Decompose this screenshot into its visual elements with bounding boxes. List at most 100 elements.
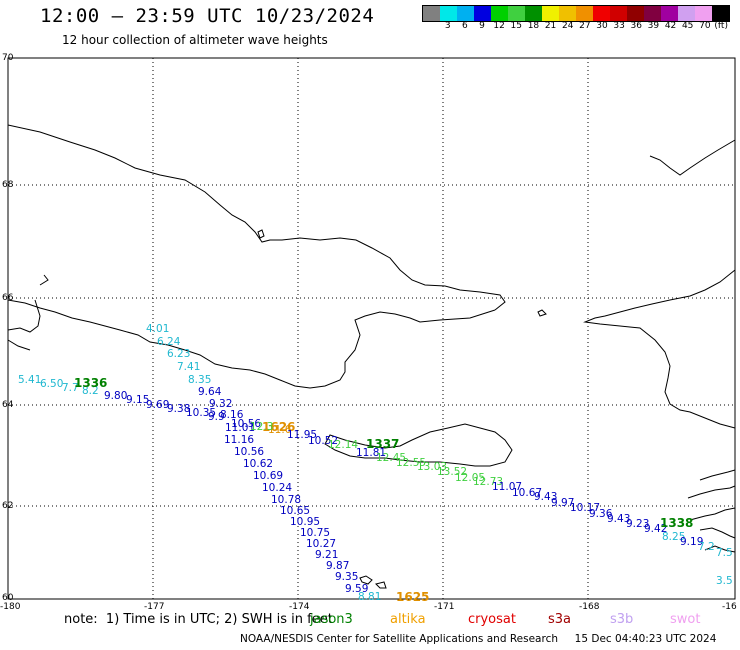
wave-label: 9.36	[589, 508, 613, 520]
wave-label: 11.6	[268, 424, 292, 436]
colorbar-swatch	[474, 6, 491, 21]
wave-label: 4.01	[146, 323, 169, 335]
wave-label: 11.81	[356, 447, 386, 459]
coastlines	[7, 60, 736, 589]
colorbar-swatch	[661, 6, 678, 21]
colorbar-swatch	[576, 6, 593, 21]
wave-label: 3.5	[716, 575, 733, 587]
colorbar-label: 33	[613, 21, 625, 31]
wave-label: 12.45	[376, 452, 406, 464]
wave-label: 9.42	[644, 523, 667, 535]
wave-label: 9.32	[209, 398, 232, 410]
wave-label: 9.23	[626, 518, 649, 530]
time-label: 1338	[660, 516, 693, 530]
track-mid: 11.6 1626 11.95 10.52 12.3 12.14 1337 11…	[250, 420, 503, 488]
lon-labels: -180 -177 -174 -171 -168 -16	[0, 602, 737, 612]
wave-label: 9.69	[146, 399, 169, 411]
colorbar-swatch	[457, 6, 474, 21]
wave-label: 8.35	[188, 374, 211, 386]
legend-s3a: s3a	[548, 612, 572, 627]
wave-label: 9.38	[167, 403, 190, 415]
track-west: 5.41 6.50 7.7 8.2 1336 9.80 9.15 9.69 9.…	[18, 374, 225, 423]
colorbar-label: 18	[527, 21, 540, 31]
lat-label-68: 68	[2, 180, 14, 190]
colorbar-swatch	[593, 6, 610, 21]
wave-label: 10.24	[262, 482, 292, 494]
colorbar-label: 42	[664, 21, 677, 31]
lon-label-174: -174	[289, 602, 310, 612]
colorbar-label: 39	[647, 21, 660, 31]
wave-label: 10.78	[271, 494, 301, 506]
lat-label-70: 70	[2, 53, 14, 63]
time-label: 1625	[396, 590, 429, 604]
wave-label: 7.7	[62, 382, 79, 394]
wave-label: 13.03	[417, 461, 447, 473]
map-frame	[7, 57, 736, 600]
wave-label: 10.56	[234, 446, 264, 458]
lon-label-165: -16	[722, 602, 737, 612]
wave-label: 9.21	[315, 549, 338, 561]
wave-label: 10.17	[570, 502, 600, 514]
wave-label: 12.05	[455, 472, 485, 484]
wave-label: 11.01	[225, 422, 255, 434]
wave-label: 13.52	[437, 466, 467, 478]
colorbar-swatch	[678, 6, 695, 21]
colorbar-swatch	[423, 6, 440, 21]
colorbar-label: 21	[544, 21, 557, 31]
wave-label: 9.19	[680, 536, 703, 548]
track-main: 4.016.246.237.418.359.649.328.1610.5611.…	[146, 323, 381, 603]
legend-s3b: s3b	[610, 612, 634, 627]
wave-label: 10.52	[308, 435, 338, 447]
lon-label-168: -168	[579, 602, 600, 612]
colorbar-label: 3	[444, 21, 451, 31]
wave-label: 10.35	[186, 407, 216, 419]
colorbar-label: 12	[493, 21, 505, 31]
wave-label: 11.07	[492, 481, 522, 493]
colorbar-swatch	[712, 6, 729, 21]
wave-label: 8.25	[662, 531, 685, 543]
wave-label: 8.16	[220, 409, 244, 421]
time-label: 1336	[74, 376, 107, 390]
colorbar-swatch	[542, 6, 559, 21]
wave-label: 10.62	[243, 458, 273, 470]
colorbar-swatch	[525, 6, 542, 21]
wave-label: 8.2	[82, 385, 99, 397]
lon-label-171: -171	[434, 602, 454, 612]
wave-label: 5.41	[18, 374, 41, 386]
wave-label: 10.56	[231, 418, 261, 430]
wave-label: 9.59	[345, 583, 368, 595]
track-east: 11.07 10.67 9.43 9.97 10.17 9.36 9.43 9.…	[492, 481, 733, 587]
colorbar-swatch	[508, 6, 525, 21]
lon-label-177: -177	[144, 602, 164, 612]
wave-label: 9.43	[534, 491, 557, 503]
colorbar-swatch	[610, 6, 627, 21]
wave-label: 12.55	[396, 457, 426, 469]
colorbar-label: 30	[596, 21, 608, 31]
legend-jason3: jason3	[310, 612, 353, 627]
wave-label: 11.16	[224, 434, 254, 446]
colorbar-label: 15	[510, 21, 522, 31]
colorbar-label: 6	[461, 21, 468, 31]
colorbar-unit: (ft)	[714, 21, 728, 31]
legend-altika: altika	[390, 612, 426, 627]
colorbar-label: 36	[630, 21, 642, 31]
colorbar-swatch	[644, 6, 661, 21]
wave-label: 7.2	[698, 541, 715, 553]
wave-label: 9.9	[208, 411, 225, 423]
footer-credit: NOAA/NESDIS Center for Satellite Applica…	[240, 633, 717, 645]
wave-label: 9.87	[326, 560, 349, 572]
wave-label: 10.65	[280, 505, 310, 517]
colorbar-swatch	[491, 6, 508, 21]
lon-label-180: -180	[0, 602, 21, 612]
colorbar-swatch	[440, 6, 457, 21]
colorbar-swatch	[695, 6, 712, 21]
time-label: 1337	[366, 437, 399, 451]
colorbar-label: 70	[699, 21, 711, 31]
footer-note: note: 1) Time is in UTC; 2) SWH is in fe…	[64, 612, 333, 627]
lat-label-64: 64	[2, 400, 14, 410]
colorbar-label: 24	[561, 21, 574, 31]
wave-label: 6.23	[167, 348, 190, 360]
wave-label: 10.95	[290, 516, 320, 528]
wave-label: 10.67	[512, 487, 542, 499]
